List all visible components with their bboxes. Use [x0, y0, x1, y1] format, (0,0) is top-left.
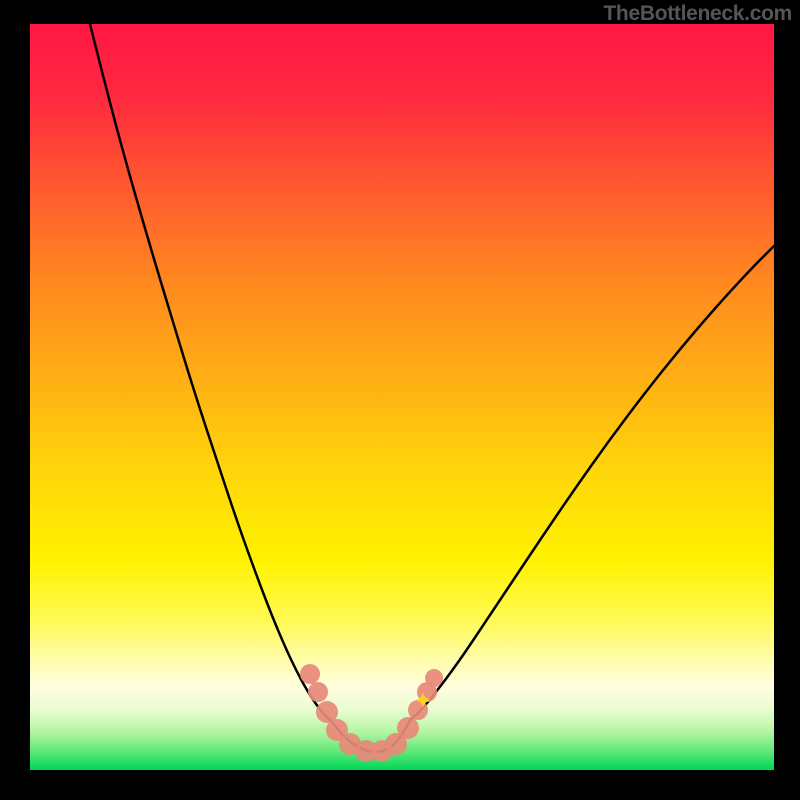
plot-area [30, 24, 774, 770]
gradient-background [30, 24, 774, 770]
marker-dot [397, 717, 419, 739]
chart-container: TheBottleneck.com [0, 0, 800, 800]
chart-svg [30, 24, 774, 770]
marker-dot [425, 669, 443, 687]
watermark-text: TheBottleneck.com [603, 2, 792, 26]
marker-dot [300, 664, 320, 684]
marker-dot [308, 682, 328, 702]
